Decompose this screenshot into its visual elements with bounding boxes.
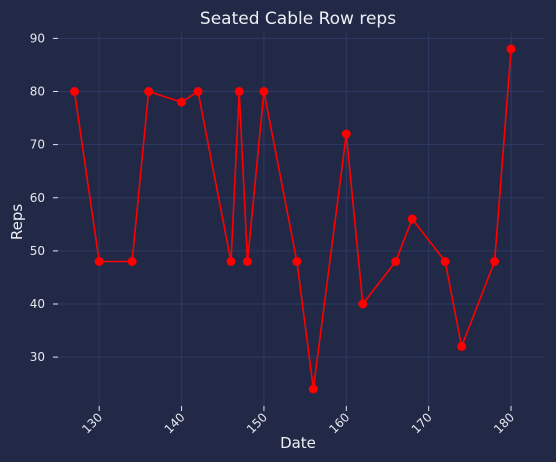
x-tick-label: 140 — [162, 410, 188, 436]
data-point — [506, 44, 516, 54]
data-point — [391, 257, 401, 266]
data-point — [308, 384, 318, 394]
data-point — [226, 257, 236, 266]
data-point — [94, 257, 104, 266]
y-tick-label: 70 — [30, 138, 45, 152]
y-tick-label: 30 — [30, 350, 45, 364]
data-point — [144, 87, 154, 96]
data-point — [177, 97, 187, 107]
data-point — [292, 257, 302, 266]
data-point — [234, 87, 244, 96]
data-point — [490, 257, 500, 266]
y-axis: 30 40 50 60 70 80 90 — [30, 31, 58, 364]
data-point — [407, 214, 417, 224]
x-axis-label: Date — [280, 434, 316, 452]
data-point — [457, 342, 467, 351]
y-axis-label: Reps — [8, 204, 26, 240]
data-point — [242, 257, 252, 266]
data-point — [127, 257, 137, 266]
y-tick-label: 50 — [30, 244, 45, 258]
y-tick-label: 60 — [30, 191, 45, 205]
x-axis: 130 140 150 160 170 180 — [79, 406, 517, 436]
data-point — [341, 129, 351, 139]
chart-title: Seated Cable Row reps — [200, 9, 396, 29]
y-tick-label: 80 — [30, 85, 45, 99]
data-point — [440, 257, 450, 266]
y-tick-label: 40 — [30, 297, 45, 311]
series — [69, 44, 516, 394]
x-tick-label: 150 — [244, 410, 270, 436]
data-point — [358, 299, 368, 309]
y-tick-label: 90 — [30, 31, 45, 45]
data-point — [69, 87, 79, 96]
x-tick-label: 130 — [79, 410, 105, 436]
grid — [58, 32, 544, 406]
x-tick-label: 160 — [326, 410, 352, 436]
x-tick-label: 170 — [409, 410, 435, 436]
data-point — [259, 87, 269, 96]
data-point — [193, 87, 203, 96]
x-tick-label: 180 — [491, 410, 517, 436]
series-line — [73, 48, 512, 390]
